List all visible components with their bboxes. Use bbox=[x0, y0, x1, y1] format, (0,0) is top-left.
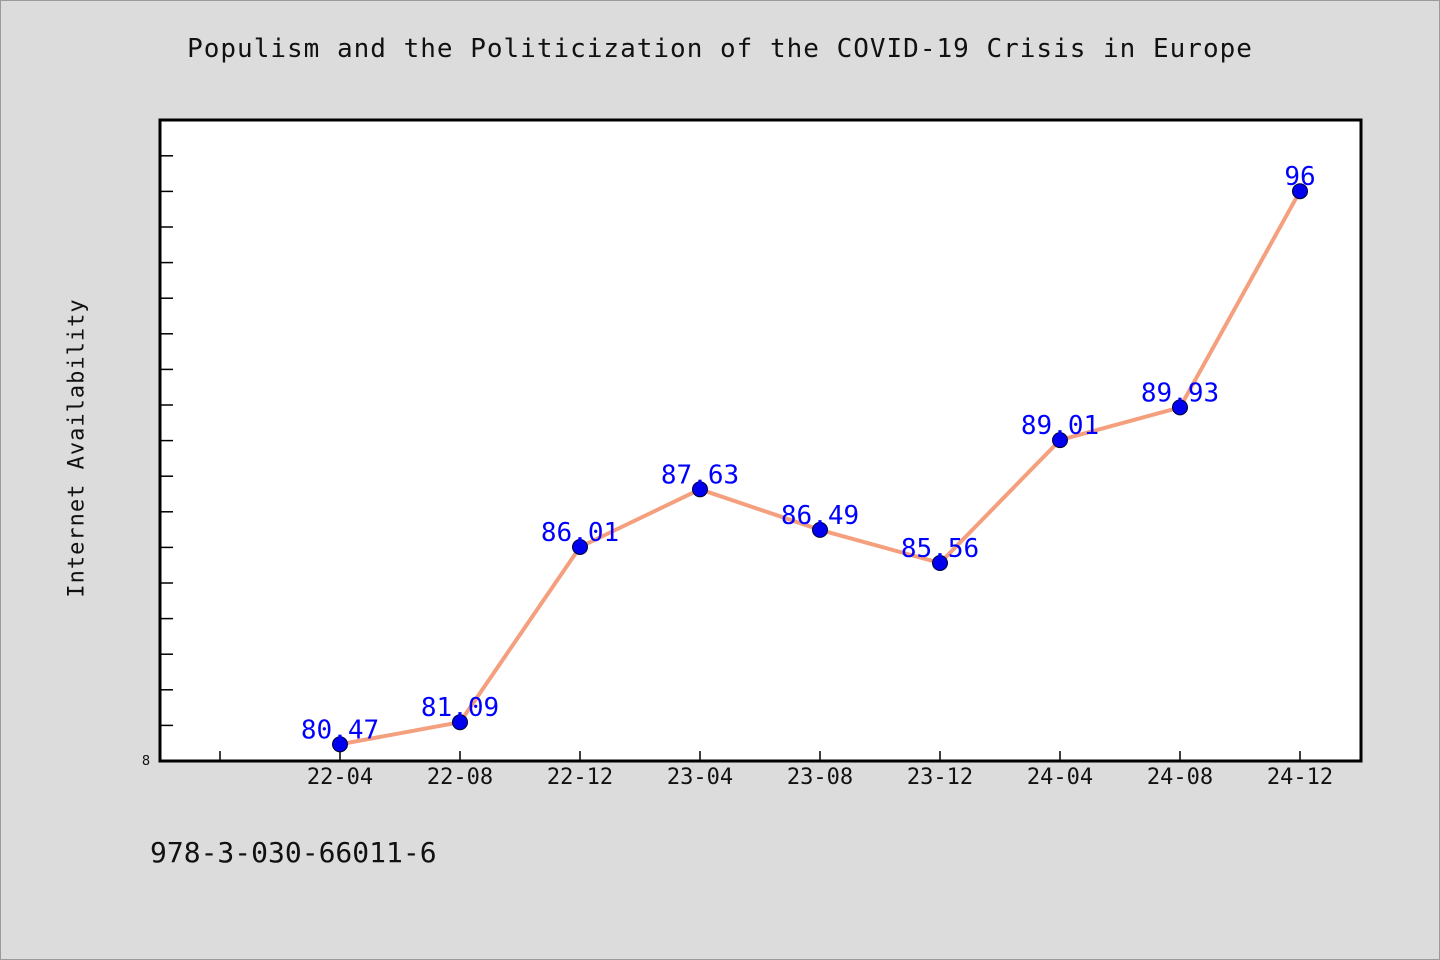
data-point bbox=[1052, 432, 1068, 449]
data-point bbox=[572, 539, 588, 555]
plot-area bbox=[158, 118, 1363, 763]
x-tick-label: 23-12 bbox=[907, 765, 973, 790]
chart-title: Populism and the Politicization of the C… bbox=[187, 34, 1253, 64]
x-tick-label: 22-04 bbox=[307, 765, 373, 790]
data-label: 81.09 bbox=[421, 693, 499, 723]
data-point bbox=[1292, 183, 1308, 200]
data-label: 86.01 bbox=[541, 518, 619, 548]
y-tick-label: 8 bbox=[142, 754, 150, 769]
data-point bbox=[452, 714, 468, 731]
data-label: 96 bbox=[1284, 162, 1315, 192]
x-tick-label: 23-04 bbox=[667, 765, 733, 790]
data-point bbox=[812, 521, 828, 538]
data-label: 89.93 bbox=[1141, 378, 1219, 408]
data-label: 87.63 bbox=[661, 460, 739, 490]
series-markers bbox=[332, 183, 1308, 753]
x-tick-label: 24-08 bbox=[1147, 765, 1213, 790]
x-tick-label: 22-12 bbox=[547, 765, 613, 790]
x-tick-label: 22-08 bbox=[427, 765, 493, 790]
x-tick-label: 23-08 bbox=[787, 765, 853, 790]
data-label: 85.56 bbox=[901, 534, 979, 564]
data-point bbox=[332, 736, 348, 753]
y-axis-ticks bbox=[160, 155, 173, 727]
footer-isbn: 978-3-030-66011-6 bbox=[150, 836, 437, 869]
data-label: 89.01 bbox=[1021, 411, 1099, 441]
data-point bbox=[1172, 399, 1188, 416]
data-label: 86.49 bbox=[781, 501, 859, 531]
data-point bbox=[932, 555, 948, 571]
x-axis-ticks: 22-04 22-08 22-12 23-04 23-08 23-12 24-04 24-08… bbox=[219, 751, 1333, 790]
data-point bbox=[692, 481, 708, 498]
data-label: 80.47 bbox=[301, 715, 379, 745]
x-tick-label: 24-12 bbox=[1267, 765, 1333, 790]
data-labels: 80.47 81.09 86.01 87.63 86.49 85.56 89.01 89.93… bbox=[301, 162, 1316, 745]
x-tick-label: 24-04 bbox=[1027, 765, 1093, 790]
